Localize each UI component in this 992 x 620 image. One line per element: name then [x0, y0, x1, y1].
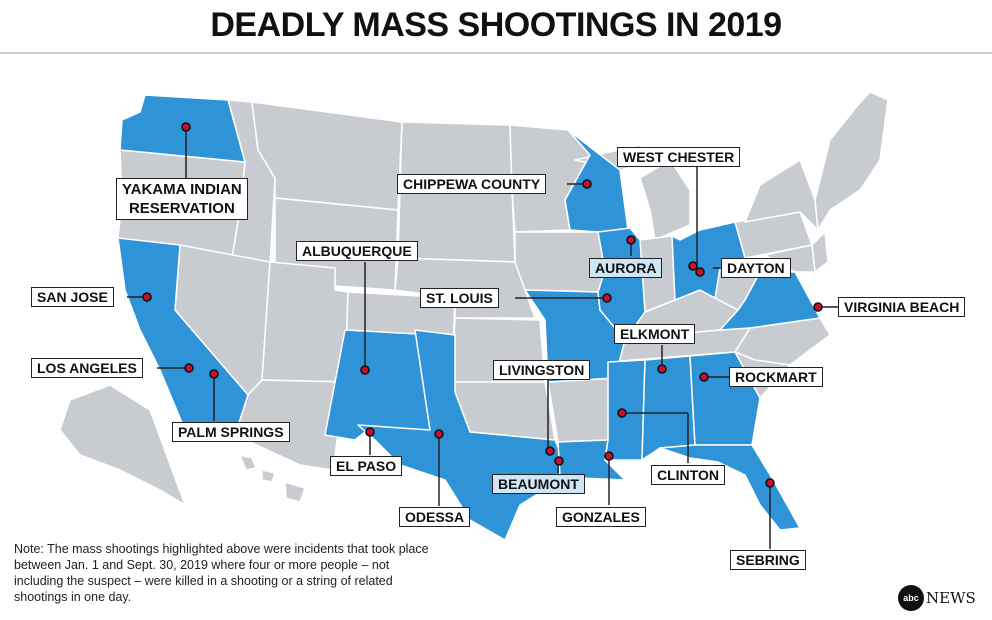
state-new-england	[814, 91, 889, 231]
label-san-jose: SAN JOSE	[31, 287, 114, 307]
label-los-angeles: LOS ANGELES	[31, 358, 143, 378]
label-virginia-beach: VIRGINIA BEACH	[838, 297, 966, 317]
marker-elkmont	[657, 364, 667, 374]
marker-los-angeles	[184, 363, 194, 373]
marker-sebring	[765, 478, 775, 488]
marker-dayton	[695, 267, 705, 277]
label-yakama: YAKAMA INDIAN RESERVATION	[116, 178, 248, 220]
state-virginia	[719, 271, 821, 331]
marker-west-chester	[688, 261, 698, 271]
abc-badge-icon: abc	[898, 585, 924, 611]
marker-st-louis	[602, 293, 612, 303]
state-utah	[261, 261, 349, 383]
label-odessa: ODESSA	[399, 507, 471, 527]
logo-wordmark: NEWS	[926, 589, 976, 607]
state-wisconsin	[564, 129, 629, 233]
label-palm-springs: PALM SPRINGS	[172, 422, 290, 442]
marker-livingston	[545, 446, 555, 456]
label-st-louis: ST. LOUIS	[420, 288, 499, 308]
marker-san-jose	[142, 292, 152, 302]
state-florida	[659, 444, 801, 531]
marker-aurora	[626, 235, 636, 245]
marker-odessa	[434, 429, 444, 439]
state-hawaii	[239, 454, 306, 503]
marker-el-paso	[365, 427, 375, 437]
label-gonzales: GONZALES	[556, 507, 646, 527]
state-alabama	[641, 355, 696, 461]
marker-yakama	[181, 122, 191, 132]
page-title: DEADLY MASS SHOOTINGS IN 2019	[210, 6, 782, 44]
label-rockmart: ROCKMART	[729, 367, 823, 387]
state-michigan	[639, 159, 691, 241]
label-el-paso: EL PASO	[330, 456, 403, 476]
marker-chippewa	[582, 179, 592, 189]
marker-gonzales	[604, 451, 614, 461]
abc-news-logo: abc NEWS	[898, 585, 984, 611]
label-sebring: SEBRING	[730, 550, 806, 570]
label-albuquerque: ALBUQUERQUE	[296, 241, 418, 261]
marker-clinton	[617, 408, 627, 418]
marker-beaumont	[554, 456, 564, 466]
shooting-markers	[142, 122, 823, 488]
footnote: Note: The mass shootings highlighted abo…	[14, 542, 429, 604]
state-arkansas	[547, 377, 616, 443]
label-west-chester: WEST CHESTER	[617, 147, 741, 167]
label-dayton: DAYTON	[721, 258, 791, 278]
label-aurora: AURORA	[589, 258, 663, 278]
marker-rockmart	[699, 372, 709, 382]
state-montana	[251, 101, 403, 211]
label-clinton: CLINTON	[651, 465, 725, 485]
marker-albuquerque	[360, 365, 370, 375]
label-livingston: LIVINGSTON	[493, 360, 591, 380]
label-elkmont: ELKMONT	[614, 324, 696, 344]
marker-virginia-beach	[813, 302, 823, 312]
marker-palm-springs	[209, 369, 219, 379]
title-divider	[0, 52, 992, 54]
state-ohio	[671, 221, 746, 301]
label-chippewa-county: CHIPPEWA COUNTY	[397, 174, 547, 194]
label-beaumont: BEAUMONT	[492, 474, 585, 494]
state-alaska	[59, 384, 186, 506]
